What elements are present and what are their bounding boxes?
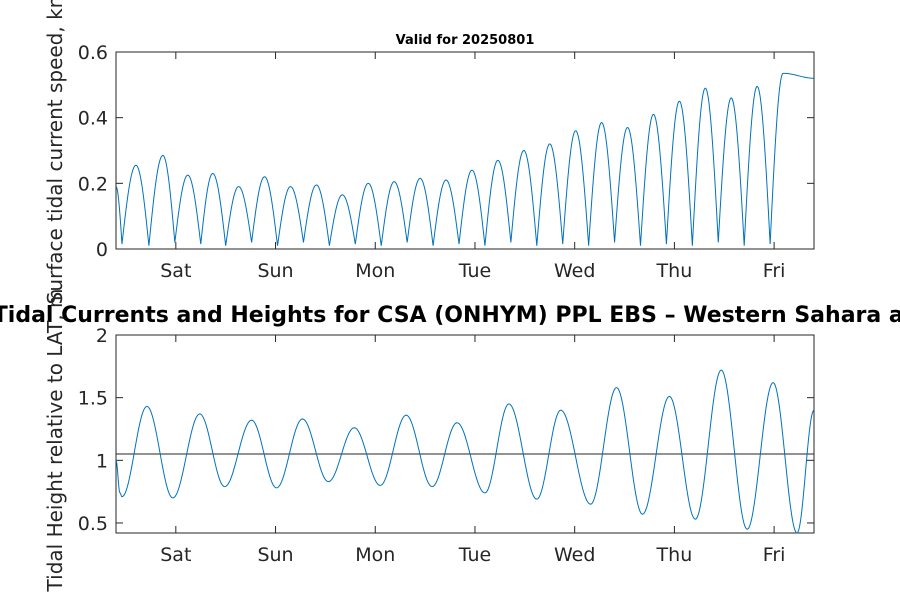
top-ytick-label: 0.4 [78,108,108,130]
current-speed-panel: Valid for 20250801 0 0.2 0.4 0.6 Sat Sun Mon T… [43,0,815,304]
bottom-xtick-label: Sun [257,544,293,566]
top-ytick-label: 0.2 [78,173,108,195]
top-plot-area [115,51,815,250]
bottom-ytick-label: 1 [96,450,108,472]
current-speed-series-line [115,72,815,246]
bottom-ytick-label: 2 [96,325,108,347]
top-xtick-label: Wed [554,260,595,282]
top-xtick-label: Thu [656,260,693,282]
top-xtick-label: Sat [160,260,191,282]
top-xtick-label: Mon [355,260,395,282]
bottom-xtick-label: Thu [656,544,693,566]
bottom-plot-area [115,334,815,534]
bottom-xtick-label: Mon [355,544,395,566]
top-ytick-label: 0 [96,239,108,261]
tidal-height-series-line [115,369,815,534]
top-chart-title: Valid for 20250801 [396,33,535,48]
top-ytick-label: 0.6 [78,42,108,64]
bottom-xtick-label: Fri [763,544,786,566]
top-y-axis-label: Surface tidal current speed, kn [43,0,67,304]
bottom-xtick-label: Wed [554,544,595,566]
top-xtick-label: Fri [763,260,786,282]
bottom-chart-title: Tidal Currents and Heights for CSA (ONHY… [0,303,900,328]
bottom-xtick-label: Sat [160,544,191,566]
tidal-height-panel: Tidal Currents and Heights for CSA (ONHY… [0,289,900,593]
top-xtick-label: Tue [458,260,491,282]
bottom-ytick-label: 1.5 [78,388,108,410]
top-xtick-label: Sun [257,260,293,282]
bottom-ytick-label: 0.5 [78,513,108,535]
bottom-xtick-label: Tue [458,544,491,566]
bottom-y-axis-label: Tidal Height relative to LAT, m [43,289,67,593]
